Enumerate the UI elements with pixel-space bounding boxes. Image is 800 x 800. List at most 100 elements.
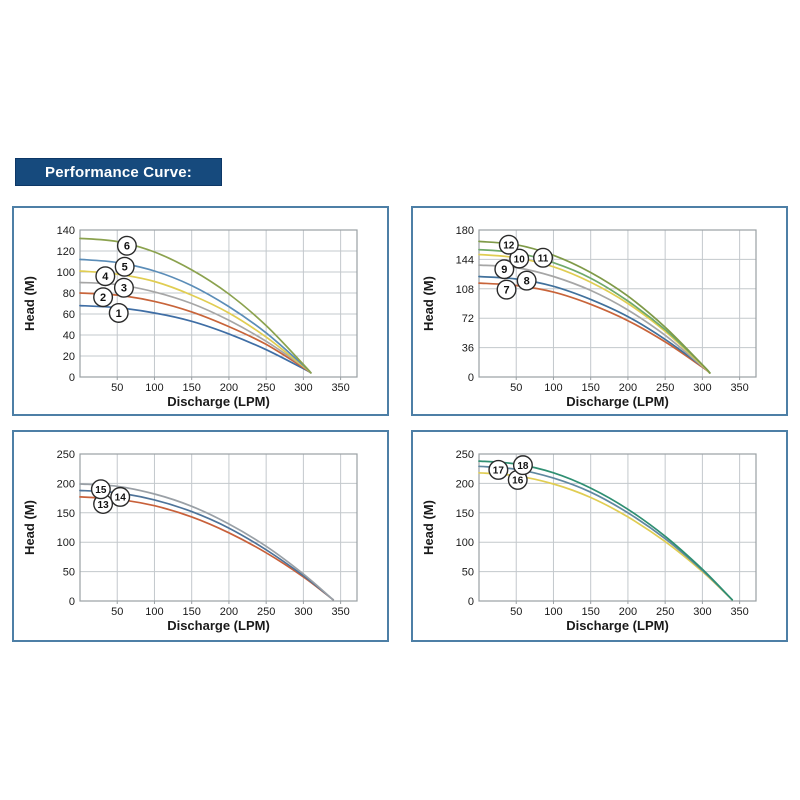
- x-tick-label: 300: [294, 606, 312, 618]
- y-tick-label: 140: [57, 225, 75, 237]
- plot-frame: [478, 453, 757, 602]
- x-tick-label: 300: [693, 382, 711, 394]
- curve-label-circle: [90, 479, 111, 500]
- y-tick-label: 72: [462, 313, 474, 325]
- axis-tick-labels: 50 100 150 200 250 300 350 0 20 40 60 80 100 120 140: [57, 225, 350, 394]
- curve-label-number: 18: [517, 461, 529, 472]
- x-tick-label: 250: [257, 382, 275, 394]
- curve-label-2: 2: [93, 287, 114, 308]
- x-tick-label: 250: [656, 382, 674, 394]
- y-tick-label: 144: [456, 254, 474, 266]
- curve-12: [478, 240, 711, 374]
- y-tick-label: 200: [456, 478, 474, 490]
- axis-tick-labels: 50 100 150 200 250 300 350 0 50 100 150 200 250: [456, 449, 749, 618]
- y-tick-label: 200: [57, 478, 75, 490]
- y-axis-title: Head (M): [22, 500, 37, 555]
- curve-label-3: 3: [113, 277, 134, 298]
- performance-chart-13-15: 50 100 150 200 250 300 350050100150200250Disch…: [22, 449, 358, 633]
- curve-label-circle: [494, 259, 515, 280]
- curve-label-number: 12: [503, 241, 515, 252]
- curve-label-6: 6: [116, 235, 137, 256]
- x-axis-title: Discharge (LPM): [167, 394, 270, 409]
- y-tick-label: 50: [462, 567, 474, 579]
- x-tick-label: 300: [294, 382, 312, 394]
- curve-label-number: 14: [115, 493, 127, 504]
- y-tick-label: 150: [57, 508, 75, 520]
- curve-label-number: 3: [121, 283, 127, 295]
- y-axis-title: Head (M): [22, 276, 37, 331]
- y-tick-label: 250: [456, 449, 474, 461]
- plot-frame: [79, 453, 358, 602]
- x-tick-label: 300: [693, 606, 711, 618]
- y-tick-label: 0: [69, 372, 75, 384]
- x-tick-label: 250: [257, 606, 275, 618]
- curve-label-number: 4: [102, 271, 109, 283]
- plot-frame: [79, 229, 358, 378]
- curve-label-circle: [113, 277, 134, 298]
- x-tick-label: 150: [582, 606, 600, 618]
- x-tick-label: 150: [183, 382, 201, 394]
- y-tick-label: 0: [468, 372, 474, 384]
- x-tick-label: 50: [111, 382, 123, 394]
- axis-ticks: [515, 601, 741, 604]
- curve-label-14: 14: [110, 486, 131, 507]
- page-title-text: Performance Curve:: [45, 163, 192, 181]
- curve-label-circle: [533, 247, 554, 268]
- curve-labels: 13 14 15: [90, 479, 131, 514]
- y-tick-label: 180: [456, 225, 474, 237]
- y-tick-label: 80: [63, 288, 75, 300]
- curve-label-number: 5: [122, 262, 128, 274]
- curve-label-number: 15: [95, 485, 107, 496]
- x-axis-title: Discharge (LPM): [167, 618, 270, 633]
- curve-label-1: 1: [108, 302, 129, 323]
- curve-label-number: 7: [503, 284, 509, 296]
- y-tick-label: 0: [69, 596, 75, 608]
- curve-label-5: 5: [114, 256, 135, 277]
- y-axis-title: Head (M): [421, 500, 436, 555]
- x-tick-label: 150: [183, 606, 201, 618]
- y-tick-label: 250: [57, 449, 75, 461]
- curve-label-number: 17: [493, 466, 505, 477]
- x-tick-label: 350: [331, 606, 349, 618]
- x-tick-label: 200: [619, 606, 637, 618]
- curve-16: [478, 471, 734, 601]
- plot-frame: [478, 229, 757, 378]
- curve-label-circle: [498, 234, 519, 255]
- x-tick-label: 100: [544, 606, 562, 618]
- x-tick-label: 350: [331, 382, 349, 394]
- curve-label-number: 1: [116, 308, 122, 320]
- curve-label-circle: [496, 279, 517, 300]
- curve-label-13: 13: [93, 493, 114, 514]
- curve-labels: 16 17 18: [488, 455, 533, 490]
- y-tick-label: 100: [57, 267, 75, 279]
- axis-ticks: [116, 601, 342, 604]
- curve-label-10: 10: [509, 248, 530, 269]
- performance-chart-1-6: 50 100 150 200 250 300 350 0 20 40 60 80 100 120 140 Di…: [22, 225, 358, 409]
- curve-label-number: 8: [524, 275, 530, 287]
- curve-label-number: 10: [514, 254, 526, 265]
- curve-label-17: 17: [488, 459, 509, 480]
- curve-label-circle: [509, 248, 530, 269]
- curve-label-number: 13: [98, 500, 110, 511]
- axis-tick-labels: 50 100 150 200 250 300 350 0 50 100 150 200 250: [57, 449, 350, 618]
- y-tick-label: 0: [468, 596, 474, 608]
- curve-label-number: 11: [538, 254, 549, 265]
- x-tick-label: 100: [145, 382, 163, 394]
- chart-panel-bottom-right: 50 100 150 200 250 300 350 0 50 100 150 200 250 Disch…: [411, 430, 788, 642]
- y-tick-label: 60: [63, 309, 75, 321]
- curve-label-7: 7: [496, 279, 517, 300]
- axis-ticks: [515, 377, 741, 380]
- curve-label-circle: [93, 287, 114, 308]
- x-tick-label: 50: [510, 382, 522, 394]
- y-tick-label: 20: [63, 351, 75, 363]
- x-tick-label: 200: [619, 382, 637, 394]
- y-tick-label: 36: [462, 343, 474, 355]
- x-axis-title: Discharge (LPM): [566, 618, 669, 633]
- x-tick-label: 350: [730, 606, 748, 618]
- curve-label-circle: [512, 455, 533, 476]
- x-tick-label: 200: [220, 606, 238, 618]
- x-tick-label: 50: [111, 606, 123, 618]
- curve-label-circle: [110, 486, 131, 507]
- x-tick-label: 100: [145, 606, 163, 618]
